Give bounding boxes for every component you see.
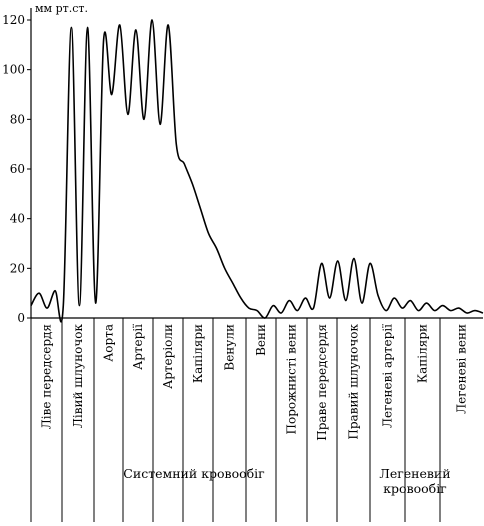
y-tick-label: 60 — [10, 162, 25, 176]
y-ticks: 0 20 40 60 80 100 120 — [2, 13, 31, 325]
chart-axes — [30, 8, 483, 319]
segment-label: Легеневі артерії — [381, 324, 395, 428]
group-label-pulmonary: Легеневий кровообіг — [379, 466, 450, 496]
segment-label: Капіляри — [416, 324, 430, 383]
y-tick-label: 120 — [2, 13, 25, 27]
y-tick-label: 20 — [10, 261, 25, 275]
segment-label: Аорта — [102, 324, 116, 362]
segment-label: Правий шлуночок — [347, 324, 361, 440]
segment-label: Венули — [223, 324, 237, 371]
segment-label: Ліве передсердя — [40, 324, 54, 429]
segment-label: Легеневі вени — [455, 324, 469, 414]
group-label-systemic: Системний кровообіг — [123, 466, 264, 481]
y-tick-label: 100 — [2, 63, 25, 77]
y-axis-unit: мм рт.ст. — [35, 2, 88, 15]
y-tick-label: 0 — [17, 311, 25, 325]
segment-label: Порожнисті вени — [285, 324, 299, 435]
segment-label: Вени — [254, 324, 268, 356]
segment-label: Артеріоли — [161, 324, 175, 389]
y-tick-label: 80 — [10, 112, 25, 126]
segment-label: Праве передсердя — [315, 324, 329, 441]
segment-table: Ліве передсердя Лівий шлуночок Аорта Артері… — [30, 318, 469, 522]
segment-label: Артерії — [131, 324, 145, 370]
y-tick-label: 40 — [10, 212, 25, 226]
segment-label: Лівий шлуночок — [71, 324, 85, 429]
segment-label: Капіляри — [191, 324, 205, 383]
pressure-trace — [30, 19, 484, 323]
